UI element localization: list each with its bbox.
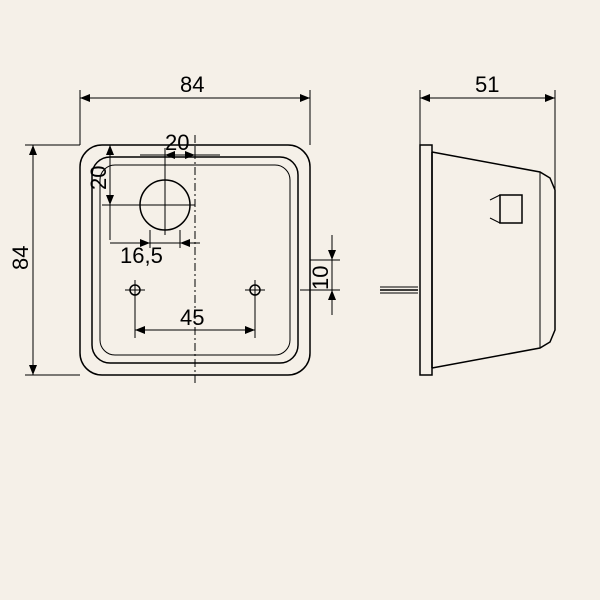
dim-height-label: 84: [8, 246, 33, 270]
dim-width-label: 84: [180, 72, 204, 97]
dim-hole-d-label: 16,5: [120, 243, 163, 268]
dim-hole-y-label: 20: [86, 166, 111, 190]
dim-offset-label: 10: [308, 266, 333, 290]
drawing-canvas: 84 84 20 20 16,5 45 10: [0, 0, 600, 600]
dim-hole-x-label: 20: [165, 130, 189, 155]
side-view: [380, 145, 555, 375]
dim-mount-label: 45: [180, 305, 204, 330]
dim-depth-label: 51: [475, 72, 499, 97]
